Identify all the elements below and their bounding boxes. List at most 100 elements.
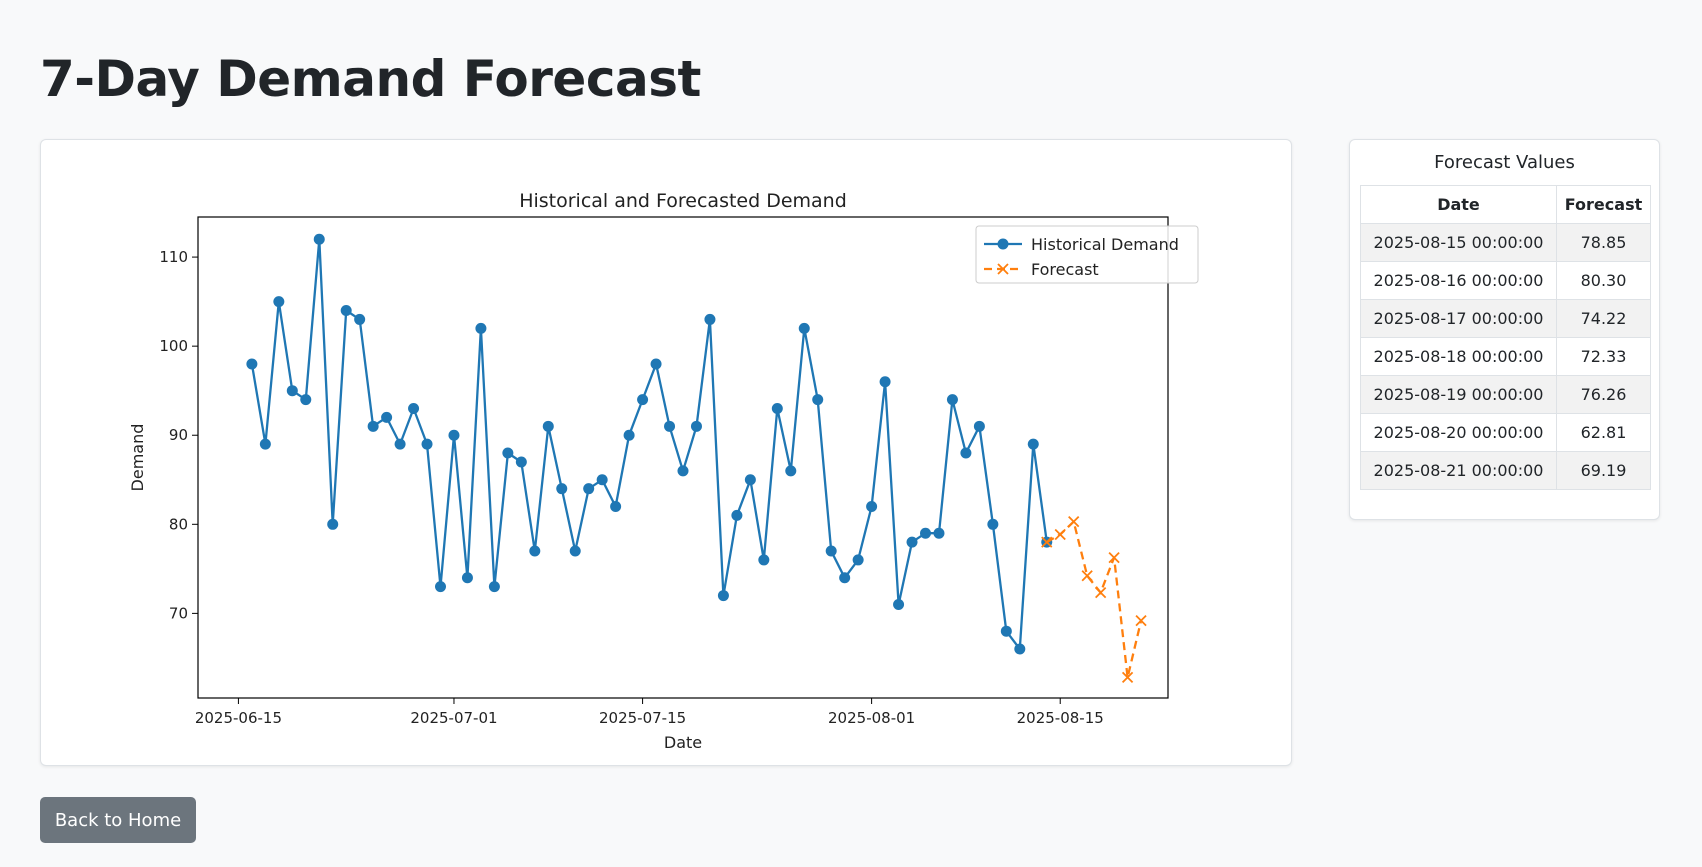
historical-point xyxy=(475,322,487,334)
historical-point xyxy=(798,322,810,334)
historical-point xyxy=(906,536,918,548)
table-header-row: Date Forecast xyxy=(1360,185,1651,224)
historical-point xyxy=(812,394,824,406)
historical-point xyxy=(933,527,945,539)
historical-point xyxy=(1027,438,1039,450)
historical-point xyxy=(960,447,972,459)
date-cell: 2025-08-15 00:00:00 xyxy=(1360,223,1557,262)
back-to-home-button[interactable]: Back to Home xyxy=(40,797,196,843)
historical-point xyxy=(515,456,527,468)
date-cell: 2025-08-16 00:00:00 xyxy=(1360,261,1557,300)
forecast-point xyxy=(1121,671,1134,684)
date-cell: 2025-08-18 00:00:00 xyxy=(1360,337,1557,376)
x-tick-label: 2025-08-01 xyxy=(828,709,915,727)
historical-point xyxy=(973,420,985,432)
y-tick-label: 100 xyxy=(159,337,188,355)
historical-point xyxy=(866,500,878,512)
table-row: 2025-08-16 00:00:00 80.30 xyxy=(1360,261,1651,300)
forecast-point xyxy=(1095,586,1107,599)
legend-historical-label: Historical Demand xyxy=(1031,235,1179,254)
forecast-cell: 76.26 xyxy=(1556,375,1651,414)
column-header-date: Date xyxy=(1360,185,1557,224)
historical-point xyxy=(529,545,541,557)
historical-point xyxy=(367,420,379,432)
historical-point xyxy=(825,545,837,557)
historical-point xyxy=(542,420,554,432)
forecast-point xyxy=(1081,570,1093,582)
legend-box xyxy=(975,225,1199,284)
column-header-forecast: Forecast xyxy=(1556,185,1651,224)
historical-point xyxy=(421,438,433,450)
historical-point xyxy=(650,358,662,370)
forecast-point xyxy=(1135,614,1147,627)
historical-point xyxy=(664,420,676,432)
historical-point xyxy=(839,572,851,584)
historical-point xyxy=(987,518,999,530)
table-row: 2025-08-20 00:00:00 62.81 xyxy=(1360,413,1651,452)
historical-point xyxy=(354,313,366,325)
chart-title: Historical and Forecasted Demand xyxy=(519,190,847,212)
page-title: 7-Day Demand Forecast xyxy=(40,50,701,108)
historical-demand-line xyxy=(250,238,1048,651)
historical-point xyxy=(731,509,743,521)
x-axis-label: Date xyxy=(664,733,702,752)
historical-point xyxy=(893,598,905,610)
forecast-cell: 72.33 xyxy=(1556,337,1651,376)
forecast-point xyxy=(1068,515,1080,528)
y-axis-label: Demand xyxy=(128,424,147,492)
historical-point xyxy=(744,474,756,486)
historical-point xyxy=(704,313,716,325)
y-tick-label: 110 xyxy=(159,248,188,266)
historical-point xyxy=(717,590,729,602)
historical-point xyxy=(556,483,568,495)
historical-point xyxy=(461,572,473,584)
historical-point xyxy=(273,296,285,308)
forecast-line xyxy=(1046,519,1143,678)
historical-point xyxy=(879,376,891,388)
historical-point xyxy=(623,429,635,441)
y-tick-label: 70 xyxy=(169,604,188,622)
historical-point xyxy=(637,394,649,406)
historical-point xyxy=(313,233,325,245)
historical-point xyxy=(340,305,352,317)
historical-point xyxy=(690,420,702,432)
y-tick-label: 90 xyxy=(169,426,188,444)
historical-point xyxy=(259,438,271,450)
plot-frame xyxy=(197,216,1169,699)
historical-point xyxy=(286,385,298,397)
table-caption: Forecast Values xyxy=(1434,152,1575,173)
historical-point xyxy=(771,403,783,415)
x-tick-label: 2025-06-15 xyxy=(195,709,282,727)
forecast-cell: 62.81 xyxy=(1556,413,1651,452)
date-cell: 2025-08-17 00:00:00 xyxy=(1360,299,1557,338)
demand-chart: Historical and Forecasted Demand 70 80 90 10… xyxy=(128,190,1199,752)
historical-point xyxy=(920,527,931,539)
forecast-point xyxy=(1054,528,1066,541)
forecast-point xyxy=(1041,536,1053,548)
historical-point xyxy=(758,554,770,566)
historical-point xyxy=(300,394,312,406)
x-tick-label: 2025-07-01 xyxy=(410,709,497,727)
historical-point xyxy=(327,518,339,530)
historical-point xyxy=(435,581,446,593)
forecast-table: Date Forecast 2025-08-15 00:00:00 78.85 … xyxy=(1360,185,1651,490)
table-row: 2025-08-19 00:00:00 76.26 xyxy=(1360,375,1651,414)
chart-card: Historical and Forecasted Demand 70 80 90 10… xyxy=(40,139,1292,766)
historical-point xyxy=(408,403,420,415)
legend-forecast-marker xyxy=(997,263,1009,275)
table-row: 2025-08-18 00:00:00 72.33 xyxy=(1360,337,1651,376)
historical-point xyxy=(1014,643,1026,655)
historical-point xyxy=(246,358,258,370)
historical-point xyxy=(1000,625,1012,637)
historical-point xyxy=(488,581,500,593)
historical-point xyxy=(596,474,608,486)
date-cell: 2025-08-21 00:00:00 xyxy=(1360,451,1557,490)
forecast-table-card: Forecast Values Date Forecast 2025-08-15… xyxy=(1349,139,1660,520)
table-row: 2025-08-17 00:00:00 74.22 xyxy=(1360,299,1651,338)
historical-point xyxy=(502,447,514,459)
forecast-cell: 80.30 xyxy=(1556,261,1651,300)
historical-point xyxy=(610,500,622,512)
table-row: 2025-08-15 00:00:00 78.85 xyxy=(1360,223,1651,262)
historical-point xyxy=(448,429,460,441)
x-tick-label: 2025-08-15 xyxy=(1017,709,1104,727)
